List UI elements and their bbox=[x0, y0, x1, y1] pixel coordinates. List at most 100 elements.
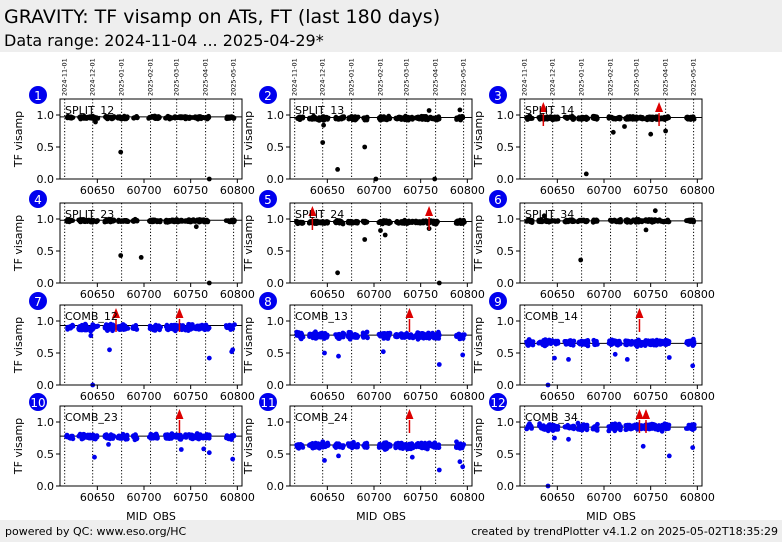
data-point bbox=[152, 113, 158, 119]
panel-comb-14: 0.0 0.5 1.0 60650 60700 60750 60800 TF visamp CO… bbox=[472, 292, 715, 403]
data-point bbox=[595, 341, 600, 347]
data-point bbox=[295, 115, 301, 121]
outlier-point bbox=[690, 445, 696, 450]
outlier-point bbox=[552, 355, 557, 361]
data-point bbox=[576, 116, 582, 122]
data-point bbox=[527, 115, 533, 121]
data-point bbox=[643, 218, 648, 224]
data-point bbox=[175, 115, 180, 121]
data-point bbox=[684, 340, 690, 346]
data-point bbox=[404, 331, 410, 336]
plot-frame bbox=[519, 304, 703, 386]
outlier-point bbox=[643, 227, 649, 233]
data-point bbox=[131, 434, 137, 440]
data-point bbox=[148, 218, 153, 224]
month-label: 2025-04-01 bbox=[432, 58, 440, 96]
outlier-point bbox=[107, 347, 112, 353]
y-tick-label: 0.0 bbox=[37, 173, 55, 186]
plot-frame bbox=[519, 202, 703, 284]
x-tick-label: 60650 bbox=[80, 184, 115, 197]
outlier-arrow-icon bbox=[405, 409, 414, 419]
outlier-point bbox=[118, 253, 124, 258]
data-point bbox=[606, 114, 612, 120]
data-point bbox=[354, 335, 360, 340]
data-point bbox=[651, 219, 657, 225]
data-point bbox=[69, 433, 74, 439]
x-tick-label: 60800 bbox=[680, 390, 715, 403]
y-tick-label: 0.0 bbox=[37, 480, 55, 493]
outlier-arrow-icon bbox=[112, 308, 120, 318]
data-point bbox=[202, 115, 208, 121]
data-point bbox=[659, 427, 664, 432]
panel-number-badge bbox=[259, 190, 277, 208]
data-point bbox=[609, 424, 615, 430]
data-point bbox=[348, 335, 354, 341]
data-point bbox=[614, 424, 620, 429]
data-point bbox=[151, 434, 156, 439]
y-axis-label: TF visamp bbox=[472, 111, 485, 168]
data-point bbox=[385, 444, 390, 450]
panel-label: COMB_34 bbox=[525, 411, 578, 424]
data-point bbox=[90, 432, 96, 438]
data-point bbox=[147, 326, 153, 332]
panel-number: 10 bbox=[30, 396, 45, 410]
data-point bbox=[70, 218, 76, 223]
panel-number-badge bbox=[489, 86, 507, 104]
data-points bbox=[524, 208, 696, 263]
data-point bbox=[552, 340, 557, 345]
data-point bbox=[578, 340, 584, 346]
data-point bbox=[229, 437, 234, 442]
panel-number: 11 bbox=[260, 396, 275, 410]
data-point bbox=[315, 441, 321, 447]
data-point bbox=[198, 116, 204, 122]
panel-label: COMB_12 bbox=[65, 310, 118, 323]
data-point bbox=[579, 217, 584, 223]
data-point bbox=[664, 219, 669, 225]
data-point bbox=[228, 433, 234, 439]
data-point bbox=[317, 331, 322, 337]
y-tick-label: 1.0 bbox=[497, 213, 515, 226]
panel-label: COMB_24 bbox=[295, 411, 348, 424]
data-point bbox=[462, 219, 467, 225]
outlier-point bbox=[622, 124, 627, 129]
panel-label: SPLIT_34 bbox=[525, 208, 574, 221]
panel-number-badge bbox=[259, 86, 277, 104]
panel-number-badge bbox=[29, 190, 47, 208]
data-point bbox=[628, 426, 634, 432]
x-tick-label: 60750 bbox=[403, 390, 438, 403]
outlier-point bbox=[648, 131, 654, 137]
y-tick-label: 0.0 bbox=[37, 379, 55, 392]
data-point bbox=[205, 326, 210, 331]
outlier-point bbox=[106, 442, 111, 447]
data-point bbox=[571, 425, 577, 431]
month-label: 2024-11-01 bbox=[521, 58, 529, 96]
outlier-arrow-icon bbox=[405, 308, 414, 318]
data-point bbox=[617, 116, 623, 122]
panel-number-badge bbox=[489, 292, 507, 310]
plot-frame bbox=[289, 405, 473, 487]
data-point bbox=[332, 443, 338, 448]
x-tick-label: 60800 bbox=[680, 184, 715, 197]
data-point bbox=[132, 218, 137, 223]
data-point bbox=[633, 339, 639, 345]
data-point bbox=[312, 116, 317, 122]
outlier-point bbox=[690, 363, 696, 369]
data-point bbox=[383, 440, 389, 445]
outlier-point bbox=[624, 357, 630, 362]
data-point bbox=[612, 428, 618, 434]
y-tick-label: 0.0 bbox=[497, 173, 515, 186]
outlier-point bbox=[566, 436, 571, 442]
data-points bbox=[295, 107, 466, 182]
data-point bbox=[575, 426, 581, 432]
panel-number-badge bbox=[489, 190, 507, 208]
x-tick-label: 60700 bbox=[587, 390, 622, 403]
y-tick-label: 1.0 bbox=[497, 109, 515, 122]
data-point bbox=[553, 423, 558, 429]
x-axis-label: MJD_OBS bbox=[126, 510, 176, 520]
y-axis-label: TF visamp bbox=[12, 418, 25, 475]
plot-frame bbox=[59, 304, 243, 386]
x-tick-label: 60800 bbox=[450, 288, 485, 301]
data-point bbox=[584, 116, 590, 122]
data-point bbox=[325, 440, 330, 446]
data-point bbox=[590, 115, 596, 121]
